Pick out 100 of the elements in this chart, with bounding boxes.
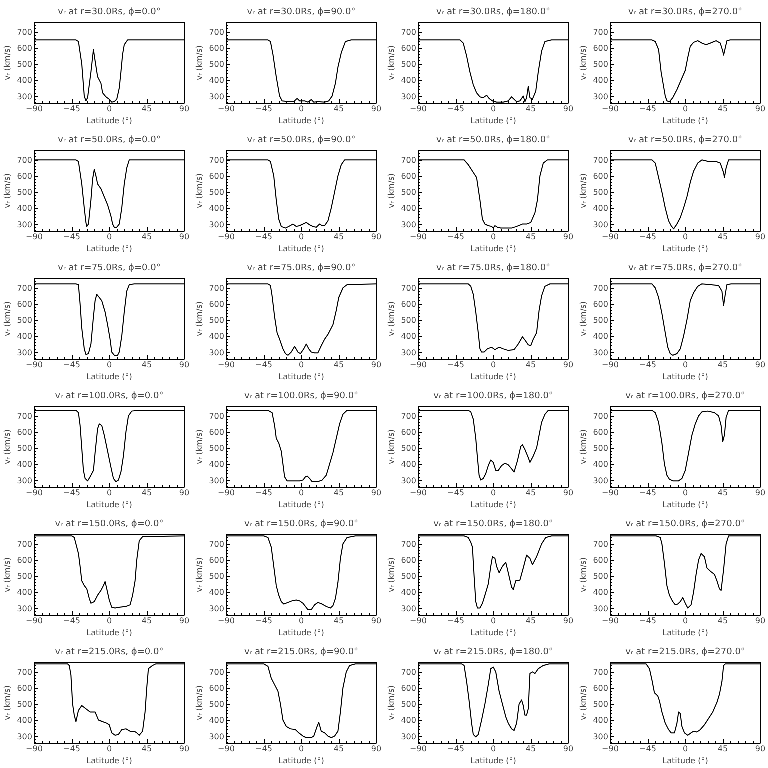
chart-title: vᵣ at r=30.0Rs, ϕ=90.0° [247, 8, 356, 18]
y-tick-label: 600 [17, 556, 33, 566]
x-tick-label: −45 [64, 744, 80, 754]
x-tick-label: 45 [718, 488, 728, 498]
y-tick-label: 400 [209, 76, 225, 86]
x-tick-label: 45 [334, 488, 344, 498]
y-tick-label: 600 [209, 428, 225, 438]
x-tick-label: −45 [448, 232, 464, 242]
y-tick-label: 400 [401, 204, 417, 214]
x-tick-label: 90 [179, 360, 190, 370]
y-tick-label: 300 [209, 476, 225, 486]
x-tick-label: 45 [334, 744, 344, 754]
y-tick-label: 400 [209, 460, 225, 470]
x-tick-label: −45 [640, 744, 656, 754]
y-tick-label: 400 [593, 204, 609, 214]
x-axis-title: Latitude (°) [662, 116, 708, 126]
y-axis-title: vᵣ (km/s) [195, 46, 204, 80]
chart-title: vᵣ at r=100.0Rs, ϕ=270.0° [626, 392, 746, 402]
y-tick-label: 700 [593, 156, 609, 166]
x-tick-label: 90 [755, 232, 766, 242]
y-tick-label: 700 [401, 28, 417, 38]
y-axis-title: vᵣ (km/s) [195, 686, 204, 720]
x-tick-label: −90 [26, 104, 43, 114]
y-axis-title: vᵣ (km/s) [579, 302, 588, 336]
x-tick-label: −90 [218, 232, 235, 242]
y-tick-label: 700 [17, 156, 33, 166]
y-tick-label: 600 [593, 556, 609, 566]
y-tick-label: 500 [17, 188, 33, 198]
y-tick-label: 700 [593, 668, 609, 678]
y-tick-label: 600 [593, 172, 609, 182]
x-axis-title: Latitude (°) [470, 116, 516, 126]
y-tick-label: 300 [209, 220, 225, 230]
y-tick-label: 700 [209, 412, 225, 422]
y-tick-label: 600 [209, 300, 225, 310]
x-tick-label: 0 [298, 104, 304, 114]
x-tick-label: 0 [298, 360, 304, 370]
y-tick-label: 300 [401, 476, 417, 486]
x-axis-title: Latitude (°) [278, 372, 324, 382]
x-tick-label: 45 [142, 104, 152, 114]
y-tick-label: 300 [209, 604, 225, 614]
x-tick-label: −45 [640, 488, 656, 498]
x-tick-label: 0 [106, 744, 112, 754]
x-tick-label: −45 [448, 104, 464, 114]
x-axis-title: Latitude (°) [86, 756, 132, 766]
x-tick-label: 90 [371, 488, 382, 498]
x-tick-label: −90 [26, 360, 43, 370]
y-tick-label: 300 [17, 220, 33, 230]
y-tick-label: 400 [593, 588, 609, 598]
y-tick-label: 300 [209, 92, 225, 102]
x-tick-label: −45 [640, 360, 656, 370]
x-tick-label: −90 [410, 616, 427, 626]
x-axis-title: Latitude (°) [278, 244, 324, 254]
x-tick-label: −45 [256, 744, 272, 754]
y-tick-label: 600 [209, 44, 225, 54]
y-tick-label: 400 [17, 588, 33, 598]
y-tick-label: 600 [593, 684, 609, 694]
y-tick-label: 700 [593, 540, 609, 550]
x-axis-title: Latitude (°) [86, 244, 132, 254]
y-tick-label: 400 [401, 332, 417, 342]
y-tick-label: 500 [401, 60, 417, 70]
chart-title: vᵣ at r=30.0Rs, ϕ=270.0° [628, 8, 743, 18]
y-tick-label: 700 [593, 412, 609, 422]
chart-title: vᵣ at r=150.0Rs, ϕ=90.0° [244, 520, 359, 530]
x-tick-label: 90 [563, 744, 574, 754]
chart-title: vᵣ at r=215.0Rs, ϕ=90.0° [244, 648, 359, 658]
x-tick-label: 0 [490, 616, 496, 626]
chart-title: vᵣ at r=215.0Rs, ϕ=180.0° [434, 648, 554, 658]
y-tick-label: 300 [17, 732, 33, 742]
x-tick-label: 0 [106, 360, 112, 370]
y-tick-label: 300 [593, 220, 609, 230]
y-tick-label: 400 [593, 460, 609, 470]
y-tick-label: 500 [593, 316, 609, 326]
x-tick-label: 45 [526, 488, 536, 498]
x-tick-label: −90 [410, 360, 427, 370]
chart-title: vᵣ at r=215.0Rs, ϕ=270.0° [626, 648, 746, 658]
x-axis-title: Latitude (°) [470, 628, 516, 638]
y-tick-label: 500 [593, 572, 609, 582]
y-tick-label: 500 [593, 188, 609, 198]
x-tick-label: 90 [563, 232, 574, 242]
x-tick-label: 0 [298, 744, 304, 754]
y-tick-label: 700 [593, 28, 609, 38]
y-axis-title: vᵣ (km/s) [387, 302, 396, 336]
y-tick-label: 600 [401, 172, 417, 182]
x-tick-label: −90 [26, 488, 43, 498]
y-tick-label: 500 [209, 188, 225, 198]
y-axis-title: vᵣ (km/s) [195, 302, 204, 336]
chart-title: vᵣ at r=100.0Rs, ϕ=0.0° [55, 392, 164, 402]
x-tick-label: −90 [410, 104, 427, 114]
x-tick-label: −45 [64, 488, 80, 498]
y-tick-label: 400 [209, 716, 225, 726]
y-tick-label: 600 [401, 300, 417, 310]
x-axis-title: Latitude (°) [278, 756, 324, 766]
y-axis-title: vᵣ (km/s) [387, 686, 396, 720]
x-tick-label: 0 [298, 616, 304, 626]
y-axis-title: vᵣ (km/s) [579, 174, 588, 208]
y-tick-label: 500 [17, 700, 33, 710]
x-tick-label: −90 [26, 232, 43, 242]
x-tick-label: 90 [755, 616, 766, 626]
chart-title: vᵣ at r=30.0Rs, ϕ=0.0° [58, 8, 161, 18]
y-tick-label: 600 [401, 428, 417, 438]
